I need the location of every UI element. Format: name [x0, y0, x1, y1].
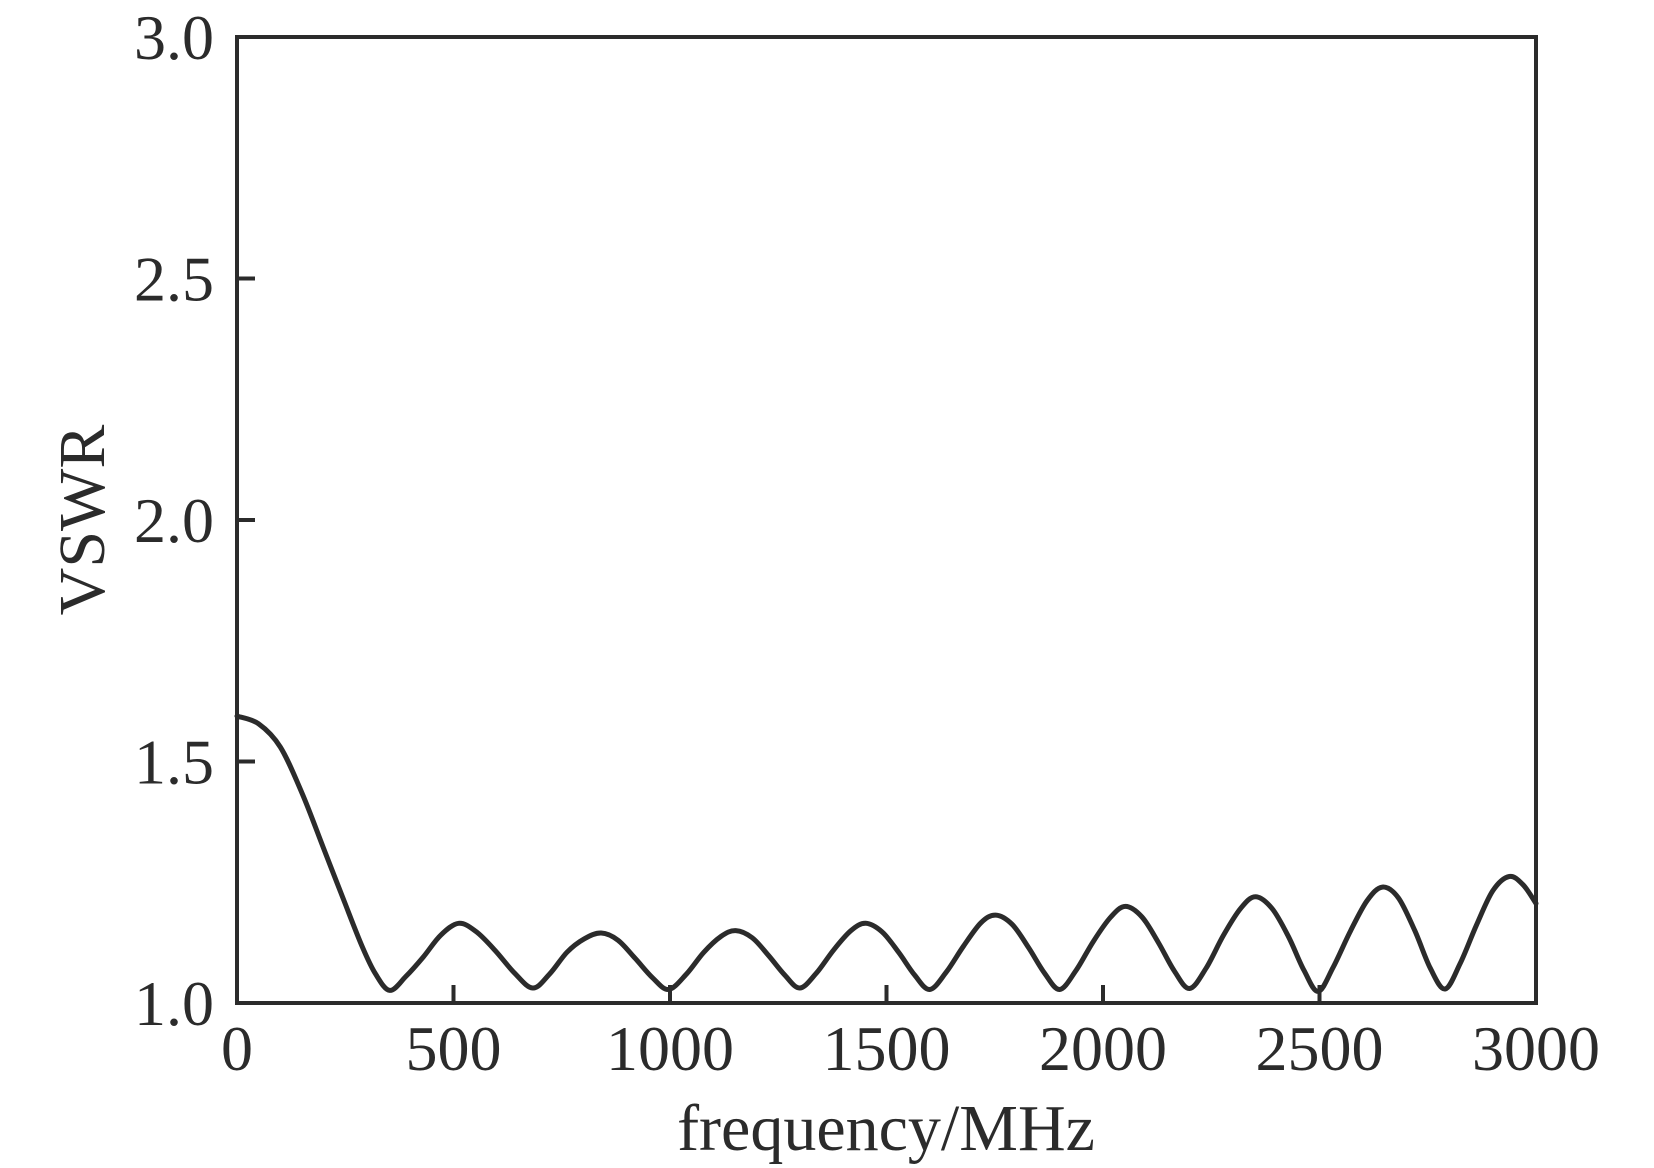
x-axis-title: frequency/MHz — [677, 1092, 1095, 1165]
x-tick-label: 500 — [406, 1013, 502, 1084]
y-tick-label: 2.5 — [134, 244, 214, 315]
y-tick-label: 1.0 — [134, 968, 214, 1039]
x-tick-label: 1500 — [823, 1013, 951, 1084]
y-tick-label: 2.0 — [134, 485, 214, 556]
y-axis-tick-labels: 1.0 1.5 2.0 2.5 3.0 — [134, 2, 214, 1039]
x-tick-label: 1000 — [606, 1013, 734, 1084]
y-tick-label: 3.0 — [134, 2, 214, 73]
y-axis-ticks — [237, 276, 255, 764]
plot-frame — [235, 35, 1538, 1005]
x-tick-label: 2500 — [1256, 1013, 1384, 1084]
x-axis-tick-labels: 0 500 1000 1500 2000 2500 3000 — [221, 1013, 1600, 1084]
x-tick-label: 0 — [221, 1013, 253, 1084]
x-tick-label: 3000 — [1472, 1013, 1600, 1084]
y-tick-label: 1.5 — [134, 727, 214, 798]
y-axis-title: VSWR — [46, 425, 119, 616]
vswr-curve — [234, 713, 1539, 994]
x-tick-label: 2000 — [1039, 1013, 1167, 1084]
